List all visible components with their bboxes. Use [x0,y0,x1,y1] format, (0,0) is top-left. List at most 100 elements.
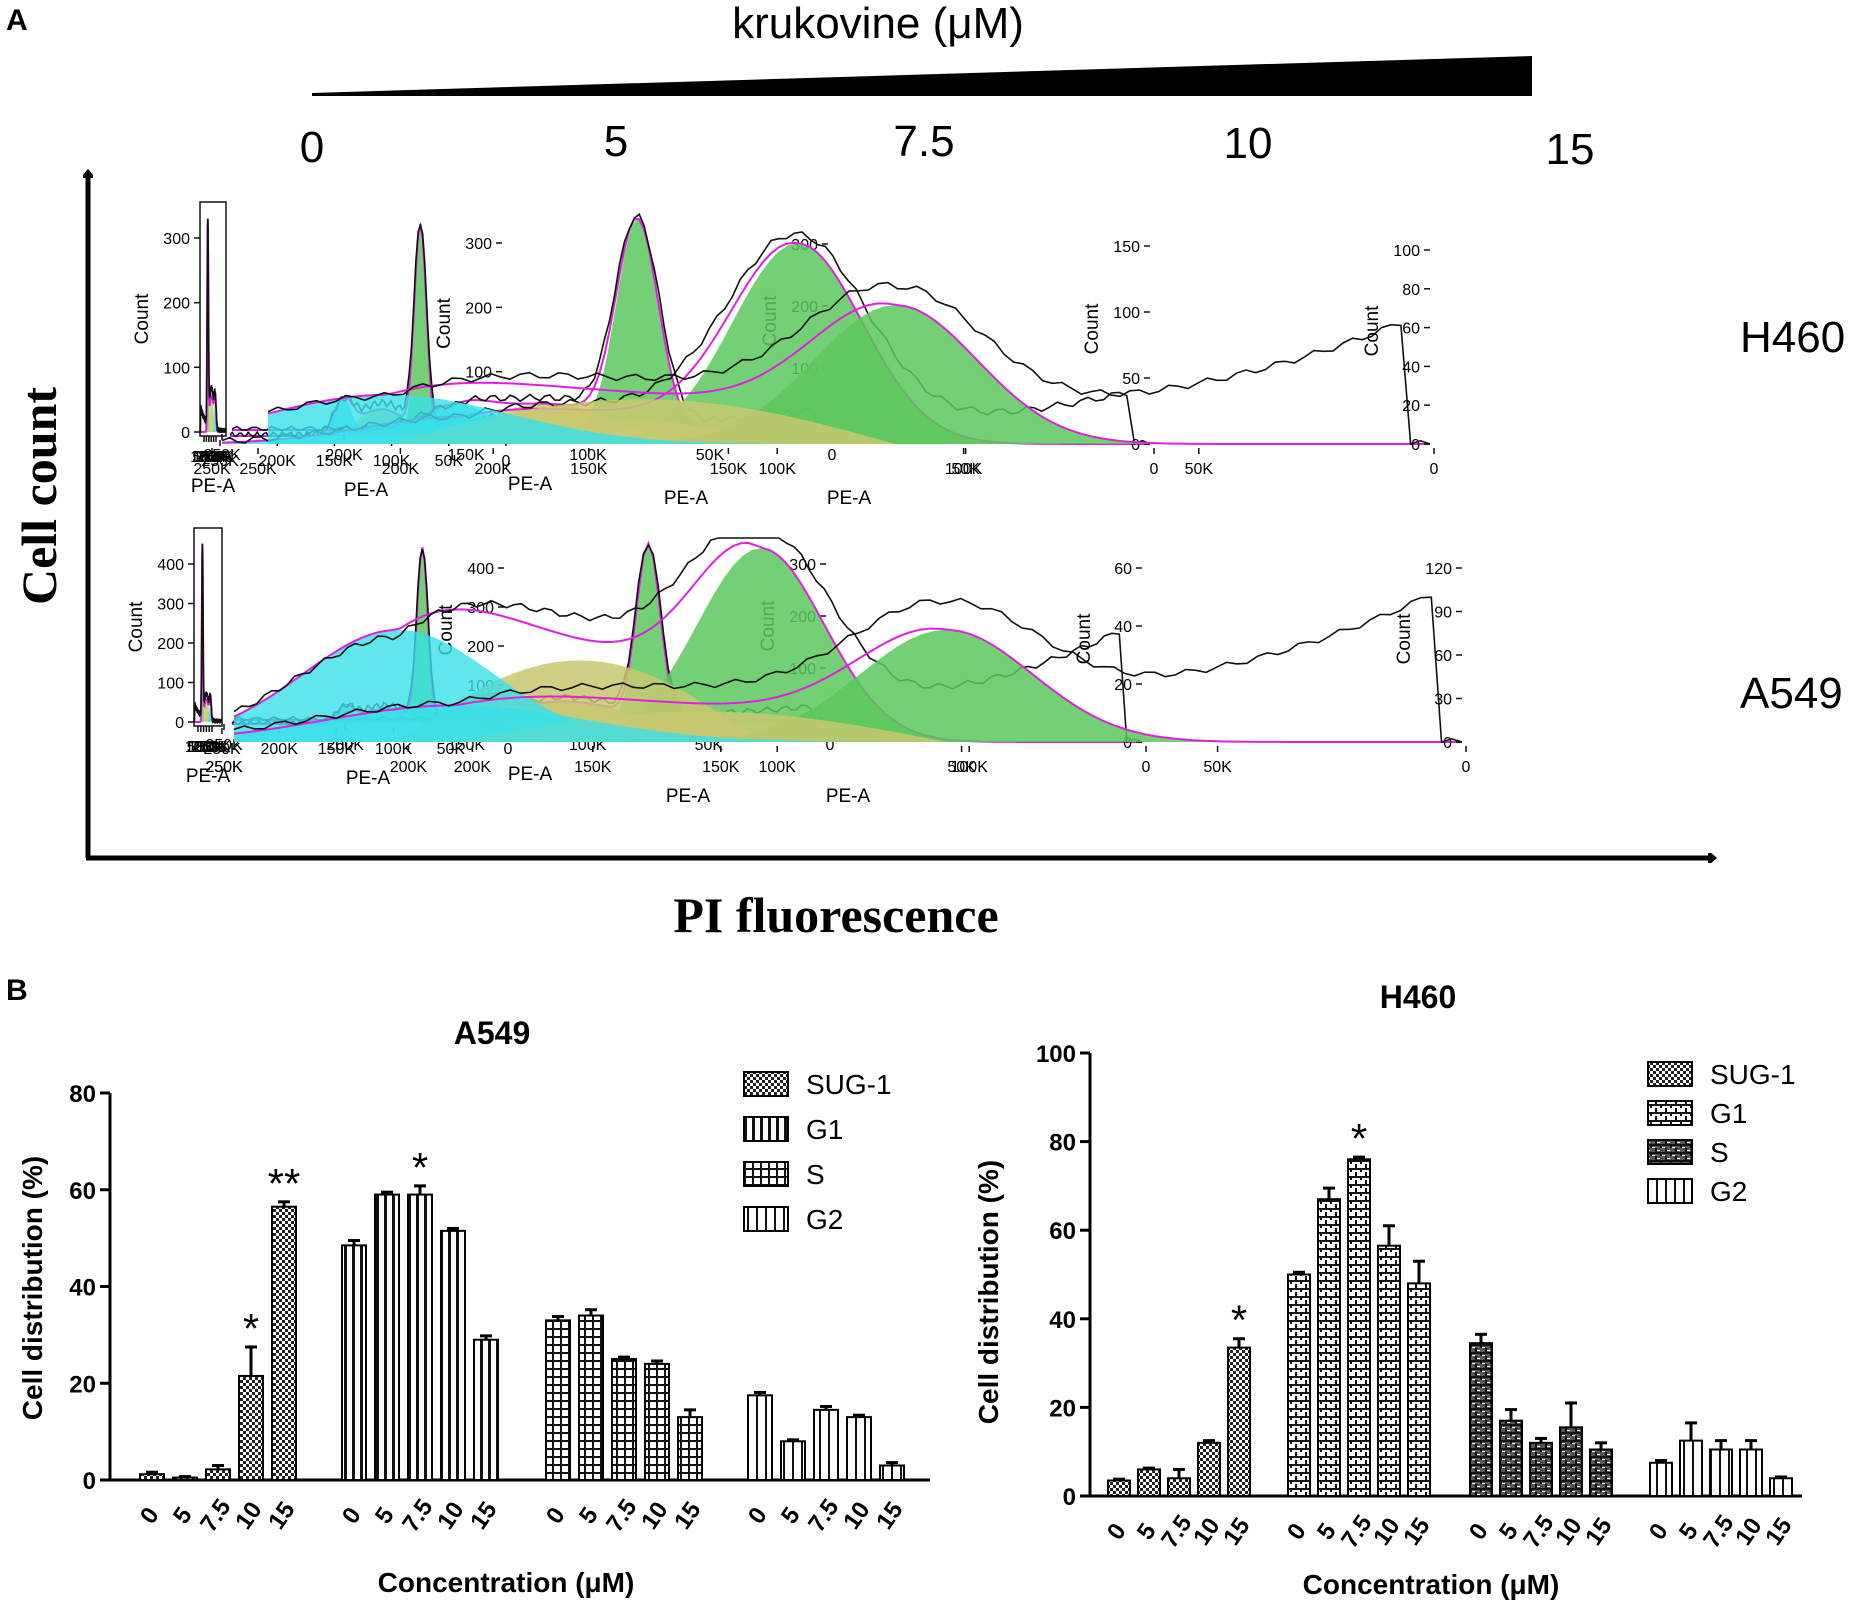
x-tick-label: 200K [259,453,297,470]
bar-s-0 [1469,1342,1493,1498]
s-phase-fill [202,699,211,722]
y-tick-label: 100 [157,676,184,693]
category-tick-label: 7.5 [195,1494,236,1537]
y-tick-label: 100 [1113,305,1140,322]
x-tick-label: 0 [502,453,511,470]
x-tick-label: 250K [193,739,231,756]
bar-s-10 [1559,1426,1583,1497]
x-tick-label: 250K [203,741,241,758]
category-tick-label: 15 [1398,1513,1435,1550]
x-axis-title: Concentration (μM) [378,1567,635,1598]
histogram-x-axis-label: PE-A [508,764,553,785]
category-tick-label: 0 [337,1502,367,1528]
x-tick-label: 250K [239,461,277,478]
bar-g2-15 [879,1464,905,1482]
pi-fluorescence-axis-title: PI fluorescence [673,887,998,943]
y-tick-label: 300 [465,236,492,253]
y-tick-label: 300 [163,231,190,248]
x-tick-label: 100K [759,759,797,776]
category-tick-label: 0 [1282,1518,1312,1544]
y-axis-title: Cell distribution (%) [17,1156,48,1420]
category-tick-label: 0 [1464,1518,1494,1544]
x-tick-label: 150K [318,741,356,758]
raw-histogram-trace [233,596,1463,744]
model-fit-line [200,219,226,433]
legend-label-g2: G2 [1710,1176,1747,1207]
bar-s-7.5 [1529,1441,1553,1497]
raw-histogram-trace [193,544,223,725]
y-tick-label: 60 [1434,648,1452,665]
x-tick-label: 150K [702,759,740,776]
histogram-x-axis-label: PE-A [827,488,872,509]
x-tick-label: 100K [951,759,989,776]
y-tick-label: 20 [1114,677,1132,694]
concentration-label: 10 [1224,119,1273,168]
x-tick-label: 0 [200,449,209,466]
x-tick-label: 250K [205,759,243,776]
bar-g2-0 [1649,1461,1673,1498]
raw-histogram-trace [199,218,227,433]
bar-s-5 [1499,1419,1523,1497]
bar-sug-1-15 [271,1205,297,1482]
category-tick-label: 5 [1312,1518,1342,1544]
y-tick-label: 0 [181,425,190,442]
category-tick-label: 5 [168,1502,198,1528]
x-tick-label: 0 [504,741,513,758]
x-tick-label: 150K [316,453,354,470]
category-tick-label: 5 [574,1502,604,1528]
y-tick-label: 60 [1049,1218,1076,1245]
bar-g2-15 [1769,1477,1793,1498]
y-tick-label: 150 [1113,239,1140,256]
legend-swatch-g2 [1647,1178,1693,1204]
y-tick-label: 80 [1049,1130,1076,1157]
category-tick-label: 15 [871,1497,908,1534]
x-tick-label: 50K [1185,461,1214,478]
x-tick-label: 50K [187,739,216,756]
bar-sug-1-7.5 [205,1468,231,1482]
bar-g2-5 [1679,1439,1703,1497]
category-tick-label: 5 [776,1502,806,1528]
y-tick-label: 60 [1114,561,1132,578]
category-tick-label: 15 [1218,1513,1255,1550]
bar-g1-15 [473,1338,499,1482]
category-tick-label: 15 [465,1497,502,1534]
y-tick-label: 200 [467,639,494,656]
x-tick-label: 50K [947,759,976,776]
x-tick-label: 150K [447,447,485,464]
category-tick-label: 15 [1580,1513,1617,1550]
histogram-frame [193,527,223,727]
histogram-y-axis-label: Count [434,297,455,348]
raw-histogram-trace [267,281,1431,446]
y-tick-label: 400 [157,557,184,574]
legend-swatch-g1 [1647,1100,1693,1126]
x-tick-label: 100K [945,461,983,478]
bar-g2-7.5 [1709,1448,1733,1497]
histogram-x-axis-label: PE-A [346,768,391,789]
legend-swatch-s [743,1161,789,1187]
significance-mark: * [412,1144,428,1191]
y-tick-label: 80 [1402,282,1420,299]
bar-s-15 [1589,1448,1613,1497]
category-tick-label: 15 [669,1497,706,1534]
x-tick-label: 50K [192,449,221,466]
significance-mark: * [243,1305,259,1352]
y-tick-label: 100 [1393,243,1420,260]
x-tick-label: 200K [261,741,299,758]
concentration-label: 0 [300,123,324,172]
y-tick-label: 40 [1049,1307,1076,1334]
s-phase-fill [207,396,216,432]
g1-peak-fill [234,629,1462,742]
histogram-y-axis-label: Count [1394,613,1415,664]
y-tick-label: 50 [1122,371,1140,388]
histogram-y-axis-label: Count [126,601,147,652]
category-tick-label: 7.5 [803,1494,844,1537]
y-tick-label: 200 [163,296,190,313]
category-tick-label: 15 [263,1497,300,1534]
category-tick-label: 10 [230,1497,267,1534]
x-tick-label: 150K [574,759,612,776]
histogram-y-axis-label: Count [1074,613,1095,664]
g1-peak-fill [234,548,1142,742]
x-tick-label: 200K [390,759,428,776]
